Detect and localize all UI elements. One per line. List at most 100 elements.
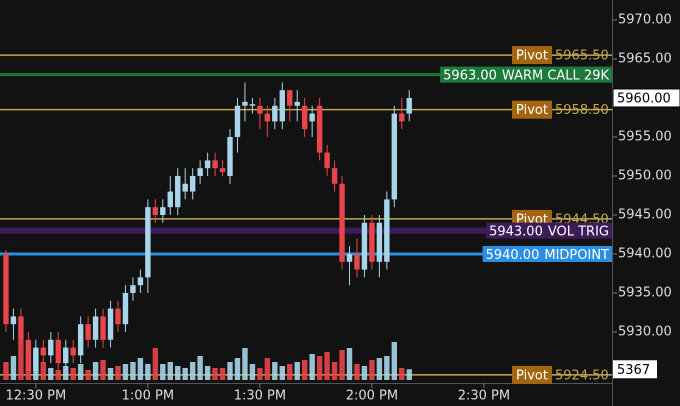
last-volume-label: 5367 — [617, 363, 650, 378]
candle-body — [85, 324, 91, 340]
volume-bar — [384, 356, 390, 380]
volume-bar — [100, 360, 106, 380]
volume-bar — [316, 356, 323, 380]
x-tick-label: 2:30 PM — [458, 389, 510, 404]
volume-bar — [48, 368, 54, 380]
volume-bar — [107, 368, 114, 380]
pivot-tag-name: Pivot — [516, 103, 548, 118]
candle-body — [391, 113, 398, 200]
candle-body — [361, 222, 368, 270]
candle-body — [100, 316, 106, 340]
volume-bar — [249, 364, 256, 380]
candle-body — [145, 207, 151, 278]
volume-bar — [331, 362, 338, 380]
volume-bar — [339, 350, 345, 380]
candle-body — [242, 101, 248, 106]
y-tick-label: 5955.00 — [618, 129, 672, 144]
level-tag-text: 5943.00 VOL TRIG — [489, 224, 609, 239]
candle-body — [160, 207, 166, 215]
last-price-box — [612, 88, 680, 108]
y-tick-label: 5930.00 — [618, 324, 672, 339]
candle-body — [354, 253, 360, 270]
y-tick-label: 5945.00 — [618, 207, 672, 222]
candle-body — [70, 347, 76, 356]
candle-body — [227, 136, 233, 176]
volume-bar — [77, 364, 84, 380]
level-tag-name: MIDPOINT — [544, 247, 609, 262]
pivot-tag-box — [512, 100, 552, 119]
candle-body — [406, 97, 412, 114]
volume-bar — [212, 368, 218, 380]
y-tick-label: 5950.00 — [618, 168, 672, 183]
volume-bar — [122, 364, 129, 380]
candle-body — [346, 253, 353, 262]
candle-body — [182, 183, 188, 192]
y-tick-label: 5965.00 — [618, 51, 672, 66]
candle-body — [249, 104, 256, 106]
y-tick-label: 5935.00 — [618, 285, 672, 300]
volume-bar — [130, 362, 136, 380]
candle-body — [294, 101, 300, 106]
candle-body — [331, 168, 338, 184]
volume-bar — [167, 362, 173, 380]
pivot-tag-box — [512, 365, 552, 384]
volume-bar — [219, 368, 226, 380]
volume-bar — [145, 364, 151, 380]
volume-bar — [272, 362, 278, 380]
candle-body — [55, 339, 61, 364]
volume-bar — [137, 358, 144, 380]
candle-body — [130, 285, 136, 293]
pivot-tag-value: 5965.50 — [555, 49, 609, 64]
pivot-tag-name: Pivot — [516, 49, 548, 64]
candle-body — [257, 105, 263, 114]
candle-body — [197, 168, 203, 176]
candle-body — [122, 292, 129, 325]
pivot-tag-value: 5924.50 — [555, 368, 609, 383]
volume-bar — [182, 368, 188, 380]
last-volume-box — [613, 360, 657, 379]
candle-body — [384, 199, 390, 262]
volume-bar — [70, 368, 76, 380]
candle-body — [399, 113, 405, 122]
level-tag-text: 5963.00 WARM CALL 29K — [443, 68, 609, 83]
candle-body — [189, 175, 196, 192]
level-tag-value: 5943.00 — [489, 224, 543, 239]
candle-body — [301, 105, 308, 130]
volume-bar — [294, 362, 300, 380]
candle-body — [167, 191, 173, 208]
x-tick-label: 12:30 PM — [6, 389, 67, 404]
volume-bar — [197, 356, 203, 380]
volume-bar — [204, 366, 211, 380]
volume-bar — [227, 362, 233, 380]
candle-body — [107, 308, 114, 340]
x-tick-label: 2:00 PM — [346, 389, 398, 404]
candle-body — [272, 105, 278, 122]
candle-body — [77, 324, 84, 356]
candle-body — [219, 168, 226, 173]
volume-bar — [257, 368, 263, 380]
x-tick-label: 1:30 PM — [234, 389, 286, 404]
x-tick-label: 1:00 PM — [122, 389, 174, 404]
candle-body — [92, 316, 99, 340]
candle-body — [115, 308, 121, 325]
candle-body — [10, 316, 17, 325]
candle-body — [204, 160, 211, 169]
pivot-tag-name: Pivot — [516, 368, 548, 383]
level-tag-box — [486, 222, 612, 239]
candle-body — [137, 277, 144, 286]
candle-body — [175, 175, 181, 208]
level-tag-box — [482, 245, 612, 262]
level-tag-box — [440, 66, 612, 83]
volume-bar — [55, 370, 61, 380]
volume-bar — [346, 348, 353, 380]
candle-body — [264, 113, 271, 122]
volume-bar — [287, 364, 293, 380]
level-tag-text: 5940.00 MIDPOINT — [486, 247, 609, 262]
volume-bar — [391, 342, 398, 380]
candle-body — [309, 113, 315, 122]
volume-bar — [369, 360, 375, 380]
level-tag-value: 5963.00 — [443, 68, 497, 83]
candle-body — [40, 347, 47, 356]
candle-body — [376, 222, 383, 262]
level-tag-value: 5940.00 — [486, 247, 540, 262]
